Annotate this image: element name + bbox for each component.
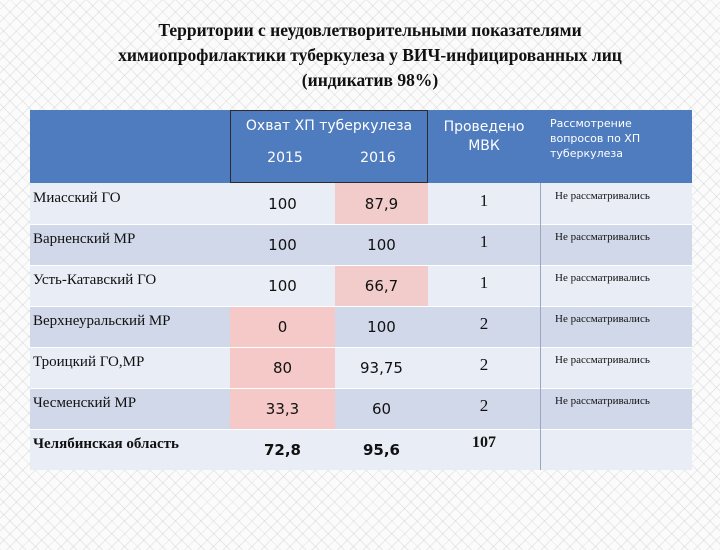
table-row: [30, 347, 692, 388]
row-review: Не рассматривались: [555, 231, 650, 243]
total-row-name: Челябинская область: [33, 436, 179, 452]
row-mvk: 2: [479, 313, 489, 333]
total-value-2016: 95,6: [362, 440, 400, 459]
header-mvk-line-1: Проведено: [443, 119, 525, 135]
row-value-2016: 60: [371, 399, 392, 418]
header-coverage-cell: [230, 110, 428, 183]
table-row: [30, 388, 692, 429]
total-value-2015: 72,8: [263, 440, 301, 459]
row-value-2015: 0: [277, 317, 288, 336]
row-name: Троицкий ГО,МР: [33, 354, 145, 370]
row-value-2015: 80: [272, 358, 293, 377]
row-name: Усть-Катавский ГО: [33, 272, 157, 288]
row-value-2016: 100: [367, 317, 396, 336]
row-value-2016: 100: [367, 235, 396, 254]
header-review-line-2: вопросов по ХП: [550, 132, 641, 145]
row-mvk: 1: [479, 190, 489, 210]
row-value-2016: 66,7: [364, 276, 399, 295]
row-name: Верхнеуральский МР: [33, 313, 171, 329]
header-mvk-line-2: МВК: [468, 138, 500, 154]
header-mvk-label: Проведено МВК: [428, 118, 540, 156]
highlight-cell: [230, 388, 335, 429]
row-review: Не рассматривались: [555, 313, 650, 325]
highlight-cell: [230, 306, 335, 347]
row-name: Варненский МР: [33, 231, 136, 247]
header-review-cell: [540, 110, 692, 183]
table-row: [30, 306, 692, 347]
header-review-line-3: туберкулеза: [550, 147, 623, 160]
title-line-2: химиопрофилактики туберкулеза у ВИЧ-инфи…: [118, 45, 622, 65]
total-mvk: 107: [472, 433, 496, 451]
page-title: Территории с неудовлетворительными показ…: [40, 18, 700, 93]
highlight-cell: [230, 347, 335, 388]
row-value-2015: 100: [268, 235, 297, 254]
row-value-2016: 87,9: [364, 194, 399, 213]
row-value-2015: 100: [268, 194, 297, 213]
row-review: Не рассматривались: [555, 272, 650, 284]
row-mvk: 2: [479, 354, 489, 374]
row-name: Миасский ГО: [33, 190, 121, 206]
row-review: Не рассматривались: [555, 395, 650, 407]
header-year-2016: 2016: [360, 150, 396, 166]
table-row: [30, 224, 692, 265]
header-review-line-1: Рассмотрение: [550, 117, 632, 130]
row-mvk: 1: [479, 272, 489, 292]
title-line-1: Территории с неудовлетворительными показ…: [158, 20, 582, 40]
row-value-2016: 93,75: [360, 358, 403, 377]
table-row-total: [30, 429, 692, 470]
header-coverage-label: Охват ХП туберкулеза: [245, 118, 413, 134]
header-name-cell: [30, 110, 230, 183]
row-mvk: 2: [479, 395, 489, 415]
header-review-label: Рассмотрение вопросов по ХП туберкулеза: [550, 116, 690, 161]
highlight-cell: [335, 183, 428, 224]
header-mvk-cell: [428, 110, 540, 183]
highlight-cell: [335, 265, 428, 306]
row-review: Не рассматривались: [555, 190, 650, 202]
row-name: Чесменский МР: [33, 395, 137, 411]
title-line-3: (индикатив 98%): [301, 70, 439, 90]
row-review: Не рассматривались: [555, 354, 650, 366]
row-value-2015: 33,3: [265, 399, 300, 418]
row-mvk: 1: [479, 231, 489, 251]
header-year-2015: 2015: [267, 150, 303, 166]
row-value-2015: 100: [268, 276, 297, 295]
